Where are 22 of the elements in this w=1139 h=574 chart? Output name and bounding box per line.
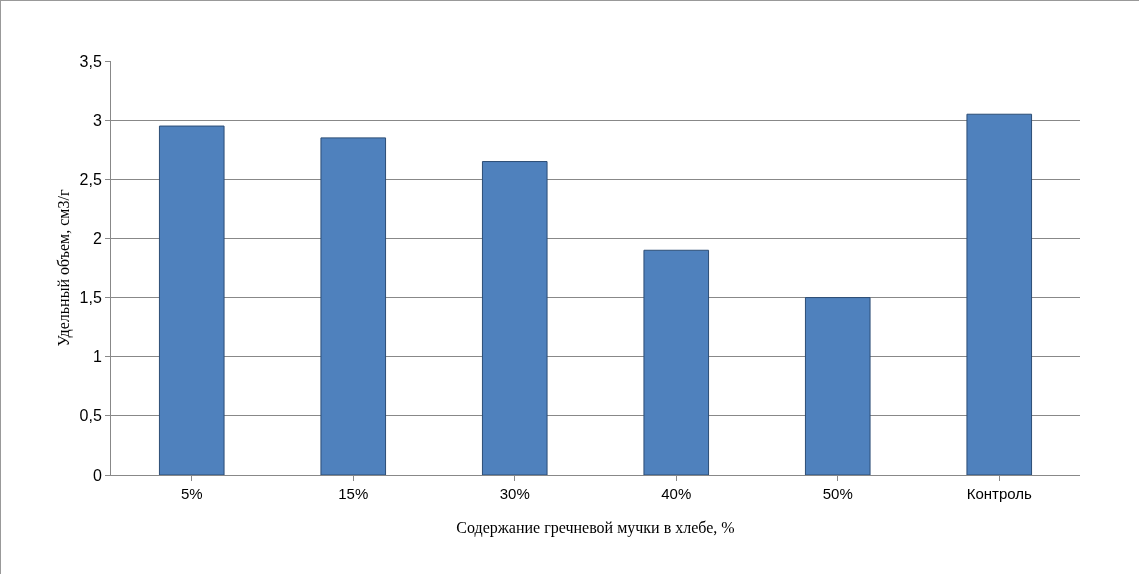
- x-tick-label: 40%: [661, 485, 692, 502]
- x-tick-label: 15%: [338, 485, 369, 502]
- y-tick-label: 0,5: [79, 407, 102, 425]
- y-tick-label: 3: [92, 111, 102, 129]
- y-tick-label: 1,5: [79, 289, 102, 307]
- y-tick-label: 3,5: [79, 52, 102, 70]
- bar: [643, 249, 710, 475]
- y-tick-label: 0: [92, 466, 102, 484]
- bar: [158, 125, 225, 475]
- bar: [481, 161, 548, 475]
- x-tick-label: 50%: [822, 485, 853, 502]
- bar: [320, 137, 387, 475]
- x-tick-label: 5%: [180, 485, 203, 502]
- x-axis-title: Содержание гречневой мучки в хлебе, %: [456, 518, 735, 537]
- bar: [966, 113, 1033, 475]
- x-tick-label: Контроль: [966, 485, 1033, 502]
- y-axis-title: Удельный объем, см3/г: [55, 189, 73, 347]
- y-tick-label: 2,5: [79, 170, 102, 188]
- x-tick-label: 30%: [499, 485, 530, 502]
- y-tick-label: 2: [92, 230, 102, 248]
- y-tick-label: 1: [92, 348, 102, 366]
- bar: [804, 297, 871, 475]
